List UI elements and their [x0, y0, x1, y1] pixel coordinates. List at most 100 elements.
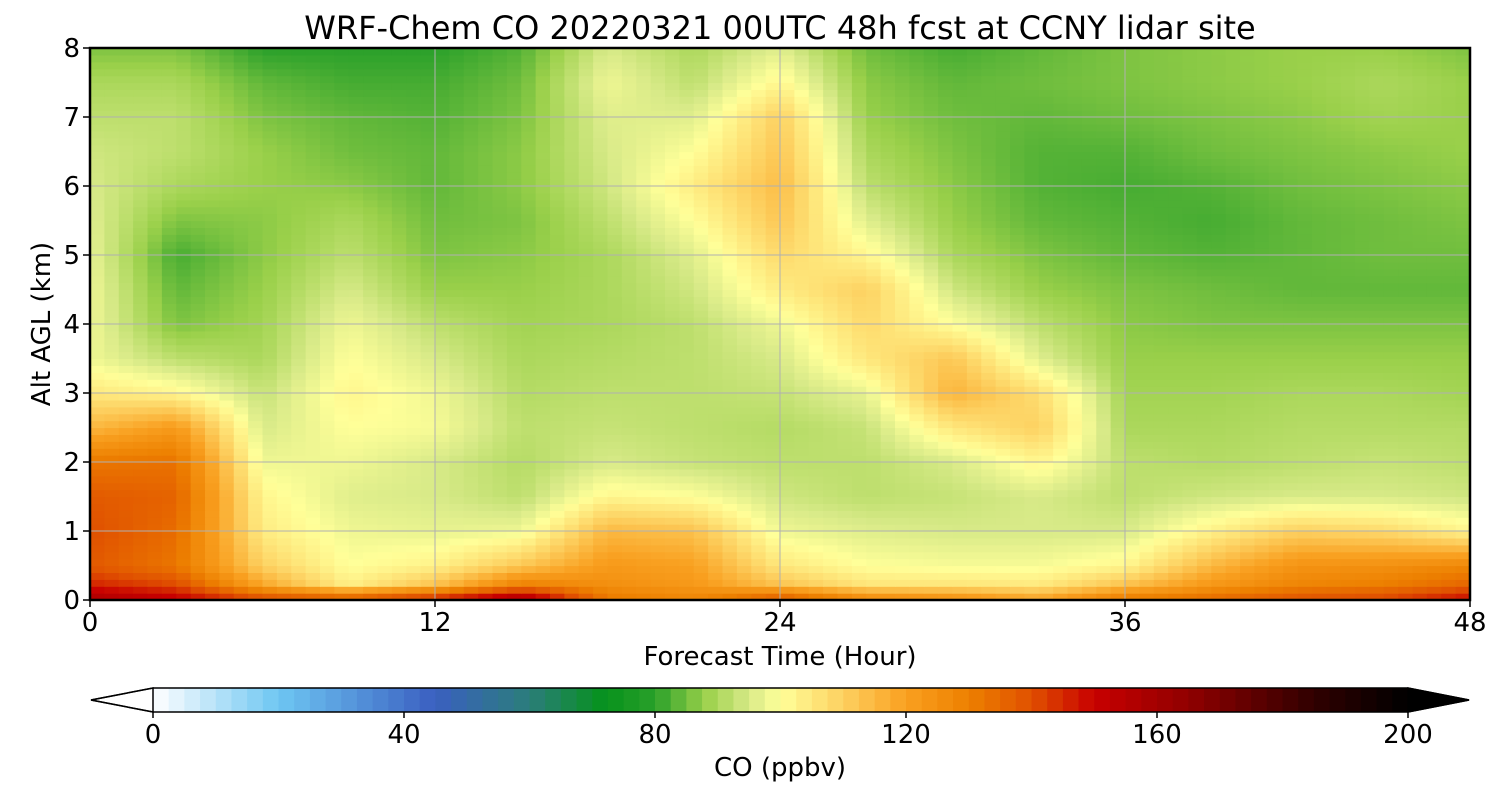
heatmap-cell	[952, 296, 968, 304]
heatmap-cell	[1196, 303, 1212, 311]
heatmap-cell	[823, 379, 839, 387]
heatmap-cell	[90, 455, 105, 463]
heatmap-cell	[736, 275, 752, 284]
heatmap-cell	[1211, 275, 1227, 284]
heatmap-cell	[90, 234, 105, 242]
heatmap-cell	[1125, 441, 1140, 449]
heatmap-cell	[1398, 510, 1414, 518]
heatmap-cell	[1053, 441, 1069, 449]
heatmap-cell	[823, 241, 839, 249]
heatmap-cell	[1053, 434, 1069, 442]
heatmap-cell	[952, 551, 968, 560]
heatmap-cell	[1340, 579, 1356, 587]
heatmap-cell	[147, 365, 163, 373]
heatmap-cell	[909, 455, 925, 463]
heatmap-cell	[90, 496, 105, 504]
heatmap-cell	[895, 358, 910, 366]
heatmap-cell	[909, 579, 925, 587]
heatmap-cell	[1053, 420, 1069, 429]
heatmap-cell	[521, 296, 537, 304]
heatmap-cell	[981, 351, 997, 360]
heatmap-cell	[607, 289, 623, 297]
heatmap-cell	[1340, 275, 1356, 284]
heatmap-cell	[133, 455, 149, 463]
heatmap-cell	[923, 282, 939, 291]
heatmap-cell	[593, 413, 609, 422]
heatmap-cell	[1168, 310, 1184, 318]
heatmap-cell	[1211, 379, 1227, 387]
heatmap-cell	[866, 255, 882, 263]
heatmap-cell	[161, 275, 177, 284]
heatmap-cell	[363, 455, 379, 463]
heatmap-cell	[780, 448, 795, 456]
heatmap-cell	[650, 427, 666, 435]
heatmap-cell	[736, 406, 752, 415]
heatmap-cell	[478, 330, 494, 339]
heatmap-cell	[1455, 579, 1471, 587]
heatmap-cell	[478, 510, 494, 518]
heatmap-cell	[564, 537, 580, 546]
heatmap-cell	[1153, 282, 1169, 291]
heatmap-cell	[693, 303, 709, 311]
heatmap-cell	[291, 441, 307, 449]
heatmap-cell	[722, 330, 738, 339]
heatmap-cell	[1081, 593, 1097, 601]
heatmap-cell	[1441, 303, 1457, 311]
heatmap-cell	[966, 330, 982, 339]
heatmap-cell	[348, 365, 364, 373]
heatmap-cell	[1024, 544, 1040, 553]
heatmap-cell	[1340, 537, 1356, 546]
heatmap-cell	[1067, 551, 1083, 560]
heatmap-cell	[391, 344, 407, 353]
heatmap-cell	[406, 261, 422, 270]
heatmap-cell	[995, 386, 1011, 394]
heatmap-cell	[233, 261, 249, 270]
heatmap-cell	[506, 255, 522, 263]
heatmap-cell	[291, 558, 307, 567]
heatmap-cell	[665, 448, 680, 456]
heatmap-cell	[593, 551, 609, 560]
heatmap-cell	[1225, 503, 1241, 511]
heatmap-cell	[1196, 386, 1212, 394]
heatmap-cell	[1081, 241, 1097, 249]
heatmap-cell	[593, 337, 609, 346]
heatmap-cell	[966, 351, 982, 360]
heatmap-cell	[780, 551, 795, 560]
heatmap-cell	[521, 379, 537, 387]
heatmap-cell	[909, 275, 925, 284]
heatmap-cell	[1067, 399, 1083, 408]
heatmap-cell	[923, 393, 939, 401]
heatmap-cell	[334, 303, 350, 311]
heatmap-cell	[1096, 503, 1112, 511]
heatmap-cell	[276, 372, 292, 380]
heatmap-cell	[780, 537, 795, 546]
heatmap-cell	[377, 324, 393, 332]
heatmap-cell	[463, 261, 479, 270]
heatmap-cell	[593, 296, 609, 304]
heatmap-cell	[837, 420, 853, 429]
heatmap-cell	[406, 489, 422, 498]
heatmap-cell	[550, 399, 565, 408]
heatmap-cell	[1168, 496, 1184, 504]
heatmap-cell	[1067, 365, 1083, 373]
heatmap-cell	[1053, 393, 1069, 401]
heatmap-cell	[751, 455, 767, 463]
heatmap-cell	[1240, 448, 1255, 456]
heatmap-cell	[995, 351, 1011, 360]
heatmap-cell	[147, 441, 163, 449]
heatmap-cell	[636, 448, 652, 456]
heatmap-cell	[880, 255, 896, 263]
heatmap-cell	[1196, 455, 1212, 463]
heatmap-cell	[133, 337, 149, 346]
heatmap-cell	[837, 434, 853, 442]
heatmap-cell	[736, 551, 752, 560]
heatmap-cell	[780, 310, 795, 318]
heatmap-cell	[1441, 330, 1457, 339]
heatmap-cell	[291, 303, 307, 311]
heatmap-cell	[952, 593, 968, 601]
heatmap-cell	[607, 420, 623, 429]
heatmap-cell	[1211, 413, 1227, 422]
heatmap-cell	[909, 544, 925, 553]
heatmap-cell	[794, 379, 810, 387]
heatmap-cell	[1426, 455, 1442, 463]
